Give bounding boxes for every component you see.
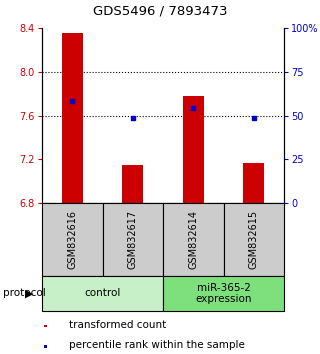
Text: control: control <box>84 289 121 298</box>
Bar <box>223 203 284 276</box>
Bar <box>243 162 264 203</box>
Bar <box>42 203 102 276</box>
Bar <box>44 345 47 348</box>
Text: GSM832617: GSM832617 <box>128 210 138 269</box>
Text: GSM832614: GSM832614 <box>188 210 198 269</box>
Text: protocol: protocol <box>3 289 46 298</box>
Text: transformed count: transformed count <box>68 320 166 330</box>
Text: percentile rank within the sample: percentile rank within the sample <box>68 339 244 349</box>
Text: GSM832615: GSM832615 <box>249 210 259 269</box>
Bar <box>42 276 163 311</box>
Text: ▶: ▶ <box>25 289 34 298</box>
Bar <box>102 203 163 276</box>
Bar <box>183 96 204 203</box>
Text: GDS5496 / 7893473: GDS5496 / 7893473 <box>93 4 227 17</box>
Text: miR-365-2
expression: miR-365-2 expression <box>195 283 252 304</box>
Bar <box>44 325 47 327</box>
Bar <box>163 276 284 311</box>
Bar <box>62 34 83 203</box>
Text: GSM832616: GSM832616 <box>67 210 77 269</box>
Bar <box>122 165 143 203</box>
Bar <box>163 203 223 276</box>
